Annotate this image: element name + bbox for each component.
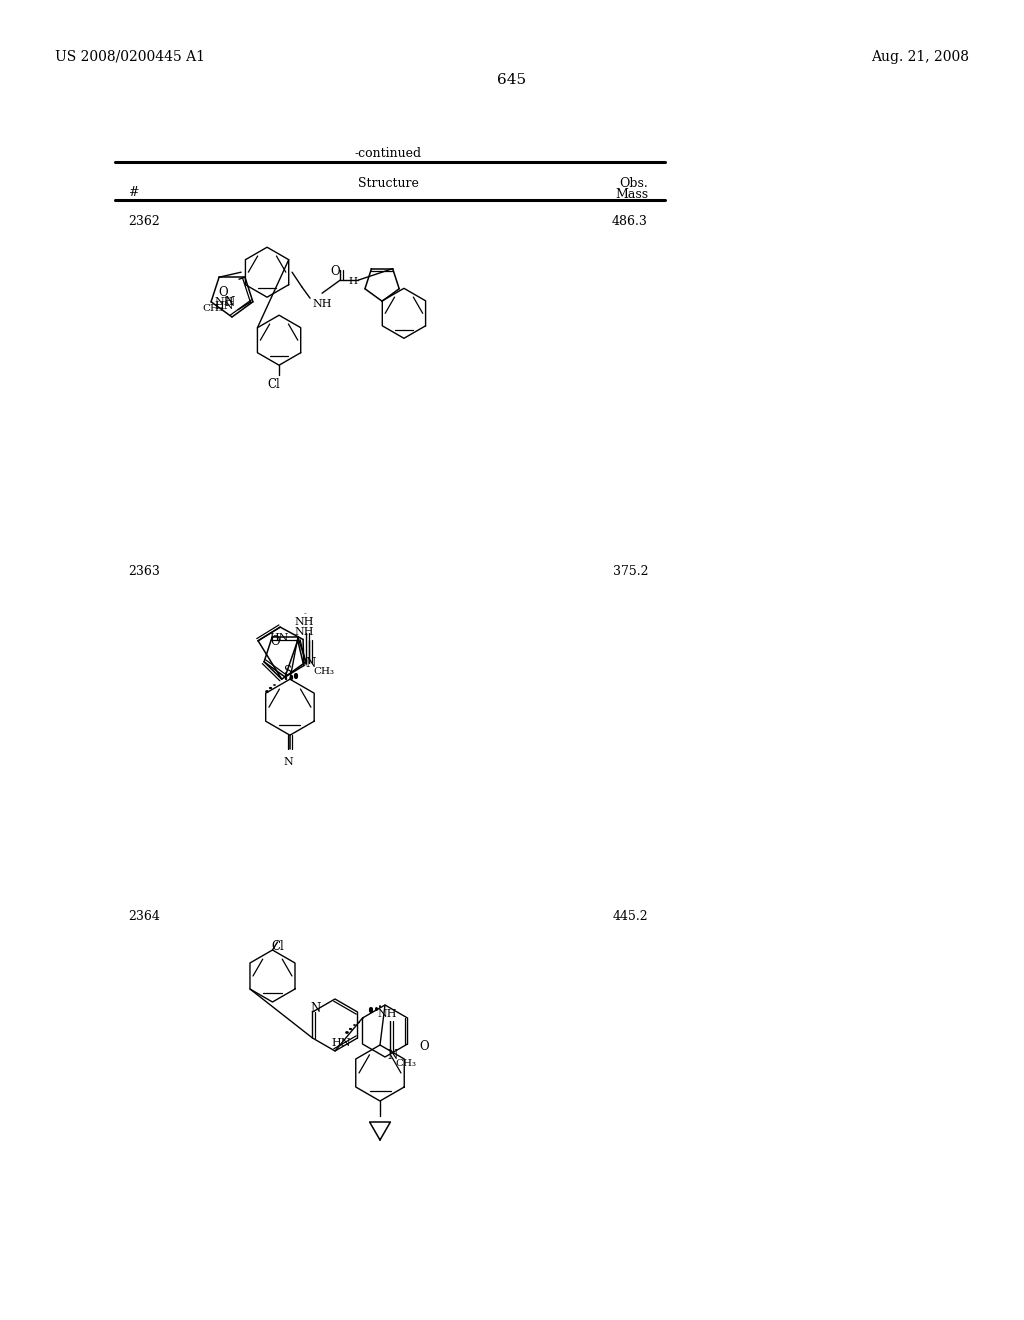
Text: Structure: Structure (357, 177, 419, 190)
Text: NH: NH (214, 297, 233, 306)
Text: 486.3: 486.3 (612, 215, 648, 228)
Text: 645: 645 (498, 73, 526, 87)
Text: HN: HN (269, 634, 289, 643)
Text: CH₃: CH₃ (202, 304, 223, 313)
Text: O: O (331, 265, 340, 279)
Text: Aug. 21, 2008: Aug. 21, 2008 (871, 50, 969, 63)
Text: 2364: 2364 (128, 909, 160, 923)
Text: H: H (348, 277, 357, 285)
Text: CH₃: CH₃ (313, 668, 335, 676)
Text: NH: NH (294, 618, 313, 627)
Text: S: S (284, 665, 292, 677)
Text: N: N (224, 296, 234, 309)
Text: 2363: 2363 (128, 565, 160, 578)
Text: NH: NH (377, 1008, 396, 1019)
Text: O: O (270, 635, 280, 648)
Text: HN: HN (331, 1038, 350, 1048)
Text: 445.2: 445.2 (612, 909, 648, 923)
Text: CH₃: CH₃ (395, 1059, 416, 1068)
Text: Obs.: Obs. (620, 177, 648, 190)
Text: N: N (387, 1049, 397, 1063)
Text: NH: NH (294, 627, 313, 638)
Text: US 2008/0200445 A1: US 2008/0200445 A1 (55, 50, 205, 63)
Text: #: # (128, 186, 138, 199)
Text: Cl: Cl (267, 379, 281, 391)
Text: 2362: 2362 (128, 215, 160, 228)
Text: Cl: Cl (271, 940, 284, 953)
Text: N: N (283, 758, 293, 767)
Text: N: N (306, 657, 316, 671)
Text: 375.2: 375.2 (612, 565, 648, 578)
Text: -continued: -continued (354, 147, 422, 160)
Text: NH: NH (312, 300, 332, 309)
Text: Mass: Mass (614, 187, 648, 201)
Text: O: O (218, 286, 227, 300)
Text: N: N (310, 1002, 321, 1015)
Text: O: O (420, 1040, 429, 1053)
Text: HN: HN (214, 301, 233, 312)
